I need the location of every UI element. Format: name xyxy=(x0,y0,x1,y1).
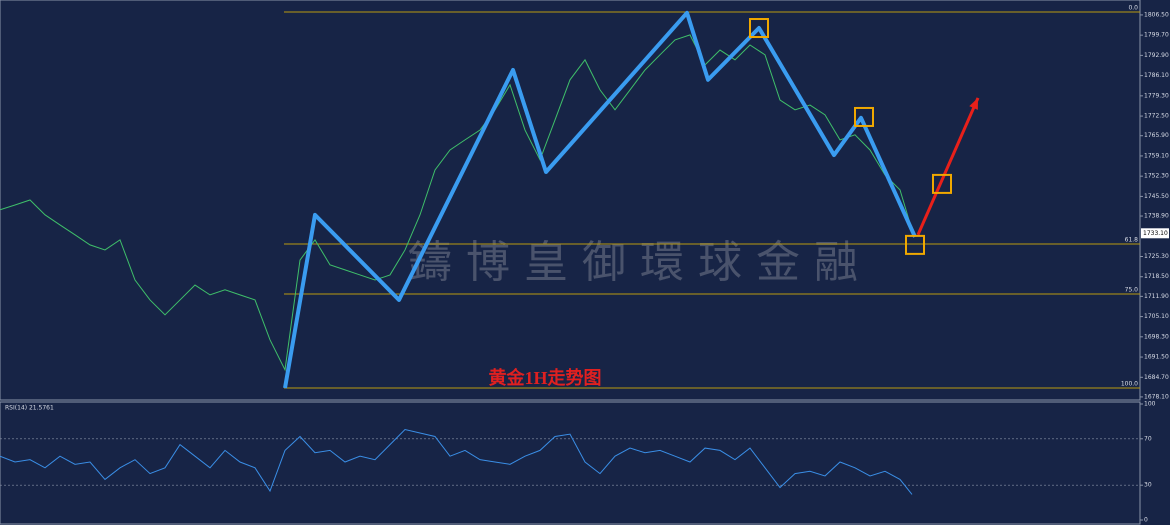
price-panel xyxy=(0,0,1141,401)
price-line xyxy=(0,34,913,372)
fib-level-label: 100.0 xyxy=(1121,380,1138,387)
annotation: 黄金1H走势图 xyxy=(488,367,601,388)
y-tick-label: 1711.90 xyxy=(1144,293,1169,300)
price-tag xyxy=(1141,228,1169,239)
y-tick-label: 1799.70 xyxy=(1144,32,1169,39)
y-tick-label: 30 xyxy=(1144,482,1152,489)
y-tick-label: 100 xyxy=(1144,401,1156,408)
y-tick-label: 1765.90 xyxy=(1144,132,1169,139)
watermark: 鑄博皇御環球金融 xyxy=(408,237,872,288)
y-tick-label: 1705.10 xyxy=(1144,313,1169,320)
y-tick-label: 1738.90 xyxy=(1144,213,1169,220)
fib-level-label: 0.0 xyxy=(1128,4,1138,11)
forecast-arrow xyxy=(916,97,980,236)
zigzag xyxy=(283,10,917,389)
pivot-marker xyxy=(749,18,769,39)
pivot-marker xyxy=(905,234,925,255)
y-tick-label: 1678.10 xyxy=(1144,393,1169,400)
pivot-marker xyxy=(932,173,952,194)
rsi-title: RSI(14) 21.5761 xyxy=(5,405,54,412)
y-tick-label: 1718.50 xyxy=(1144,273,1169,280)
y-tick-label: 1779.30 xyxy=(1144,92,1169,99)
y-tick-label: 1691.50 xyxy=(1144,354,1169,361)
y-tick-label: 1786.10 xyxy=(1144,72,1169,79)
y-tick-label: 1792.90 xyxy=(1144,52,1169,59)
y-tick-label: 1806.50 xyxy=(1144,11,1169,18)
y-tick-label: 1772.50 xyxy=(1144,113,1169,120)
price-tag-label: 1733.10 xyxy=(1143,230,1168,237)
arrow-head xyxy=(969,97,978,110)
y-tick-label: 70 xyxy=(1144,435,1152,442)
y-tick-label: 1698.30 xyxy=(1144,333,1169,340)
y-tick-label: 1752.30 xyxy=(1144,173,1169,180)
fib-level-label: 75.0 xyxy=(1125,286,1139,293)
y-tick-label: 1759.10 xyxy=(1144,152,1169,159)
fib-level-label: 61.8 xyxy=(1125,237,1139,244)
y-tick-label: 1725.30 xyxy=(1144,253,1169,260)
rsi-panel xyxy=(0,401,1141,525)
pivot-marker xyxy=(854,106,874,127)
y-tick-label: 1745.50 xyxy=(1144,193,1169,200)
price-line xyxy=(0,428,913,495)
y-tick-label: 0 xyxy=(1144,517,1148,524)
y-tick-label: 1684.70 xyxy=(1144,374,1169,381)
